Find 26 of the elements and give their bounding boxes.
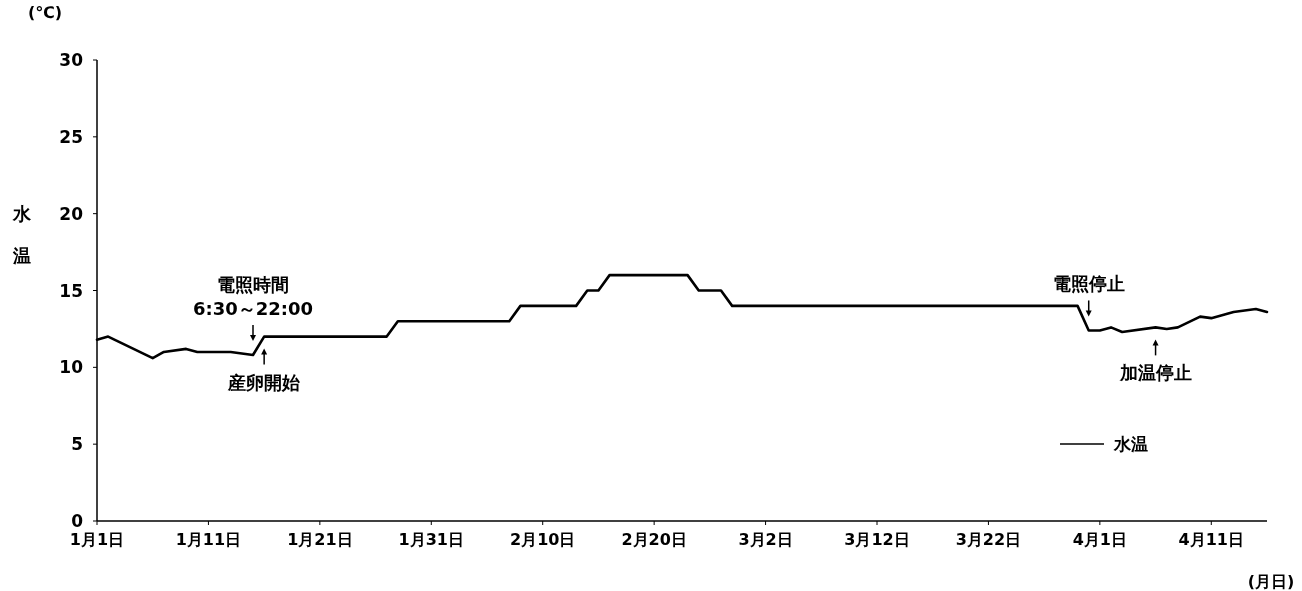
y-tick-label: 20 bbox=[59, 203, 84, 224]
y-tick-label: 25 bbox=[59, 126, 83, 147]
annotation: 電照停止 bbox=[1052, 273, 1125, 295]
x-tick-label: 3月22日 bbox=[955, 530, 1022, 549]
x-tick-label: 1月11日 bbox=[175, 530, 242, 549]
x-tick-label: 1月21日 bbox=[287, 530, 353, 549]
x-axis-title: (月日) bbox=[1247, 572, 1295, 591]
annotation: 電照時間 6:30～22:00 bbox=[192, 274, 314, 320]
y-tick-label: 5 bbox=[71, 434, 83, 455]
x-tick-label: 2月10日 bbox=[510, 530, 576, 549]
x-tick-label: 1月1日 bbox=[69, 530, 125, 549]
y-tick-label: 15 bbox=[59, 280, 83, 301]
x-tick-label: 2月20日 bbox=[621, 530, 687, 549]
y-tick-label: 30 bbox=[59, 50, 84, 70]
annotation: 産卵開始 bbox=[227, 371, 302, 393]
legend-label: 水温 bbox=[1113, 434, 1148, 454]
y-axis-title: 水温 bbox=[12, 203, 32, 266]
y-tick-label: 10 bbox=[59, 357, 84, 378]
annotation: 加温停止 bbox=[1118, 362, 1192, 384]
y-tick-label: 0 bbox=[71, 511, 84, 531]
x-tick-label: 4月11日 bbox=[1178, 530, 1244, 549]
x-tick-label: 3月12日 bbox=[844, 530, 910, 549]
x-tick-label: 4月1日 bbox=[1072, 530, 1127, 549]
text: (℃) bbox=[28, 3, 62, 22]
x-tick-label: 3月2日 bbox=[738, 530, 793, 549]
x-tick-label: 1月31日 bbox=[398, 530, 464, 549]
